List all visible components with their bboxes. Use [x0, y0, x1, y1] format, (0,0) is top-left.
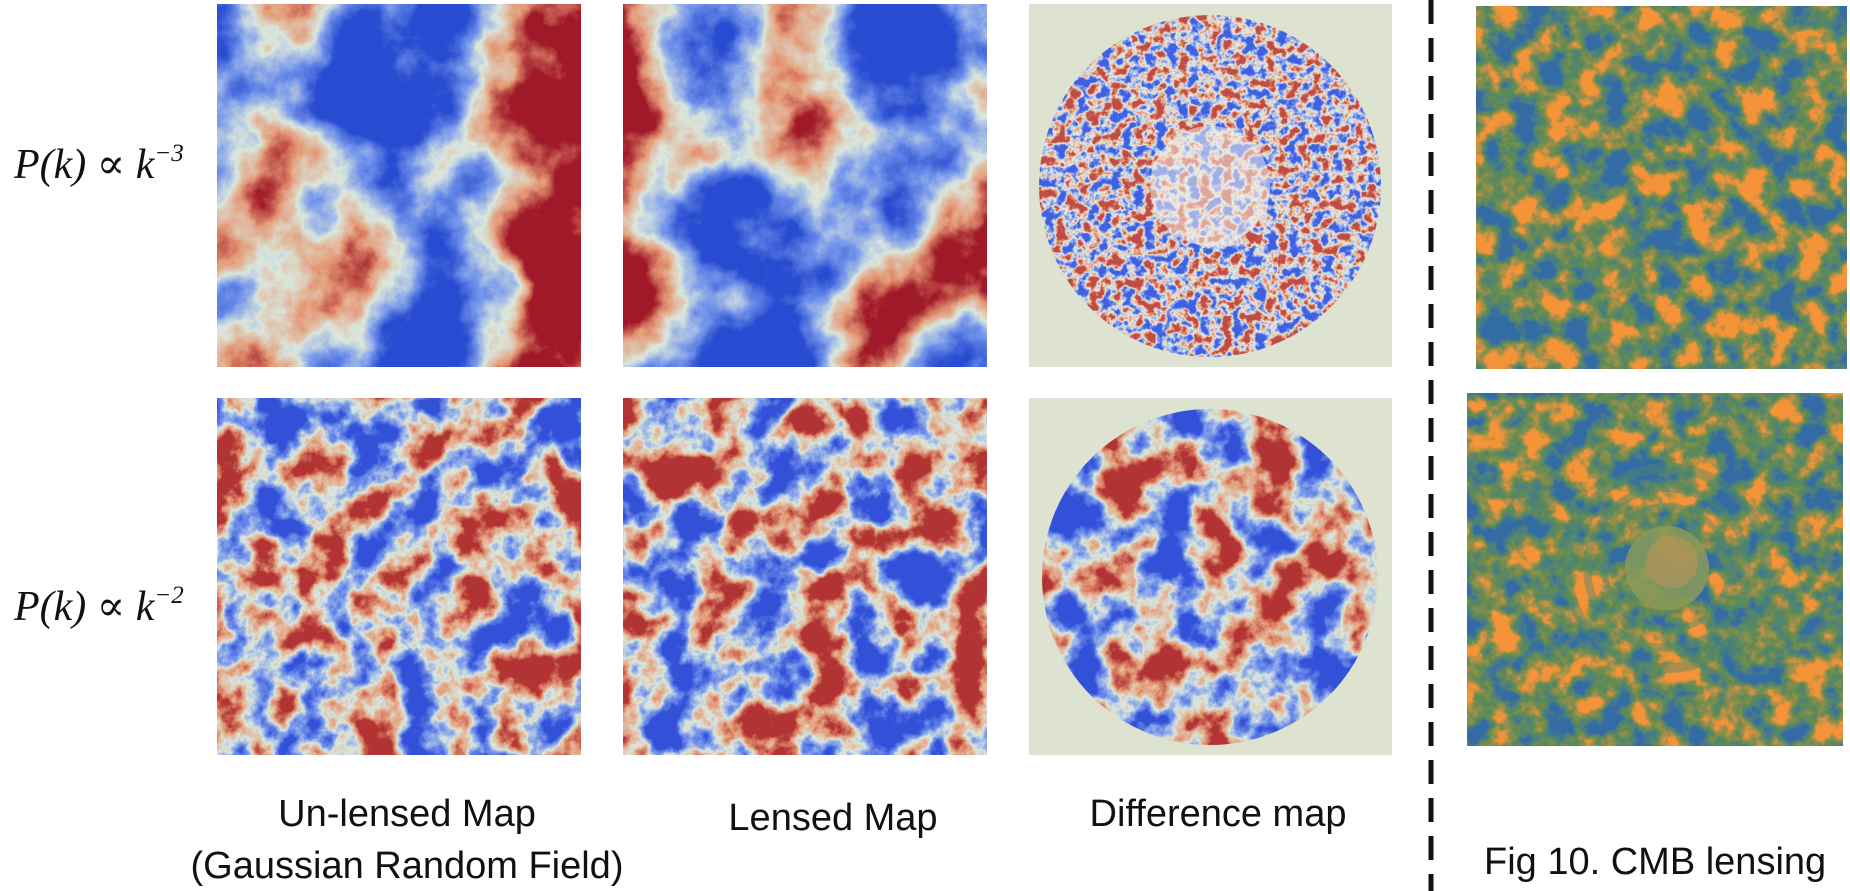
column-label: Un-lensed Map [278, 793, 536, 835]
difference-map [1042, 409, 1378, 745]
unlensed-map [217, 4, 581, 367]
cmb-map [1476, 6, 1847, 369]
row-label: P(k) ∝ k−2 [13, 582, 184, 630]
lensed-map [623, 4, 987, 367]
lensed-map [623, 398, 987, 755]
figure: P(k) ∝ k−3 P(k) ∝ k−2 Un-lensed Map (Gau… [0, 0, 1850, 891]
column-label: (Gaussian Random Field) [191, 845, 624, 887]
caption: Fig 10. CMB lensing [1484, 841, 1826, 883]
row-label: P(k) ∝ k−3 [13, 140, 184, 188]
center-glow [1150, 126, 1270, 246]
unlensed-map [217, 398, 581, 755]
column-label: Difference map [1090, 793, 1347, 835]
lensing-core [1646, 536, 1698, 588]
column-label: Lensed Map [728, 797, 937, 839]
